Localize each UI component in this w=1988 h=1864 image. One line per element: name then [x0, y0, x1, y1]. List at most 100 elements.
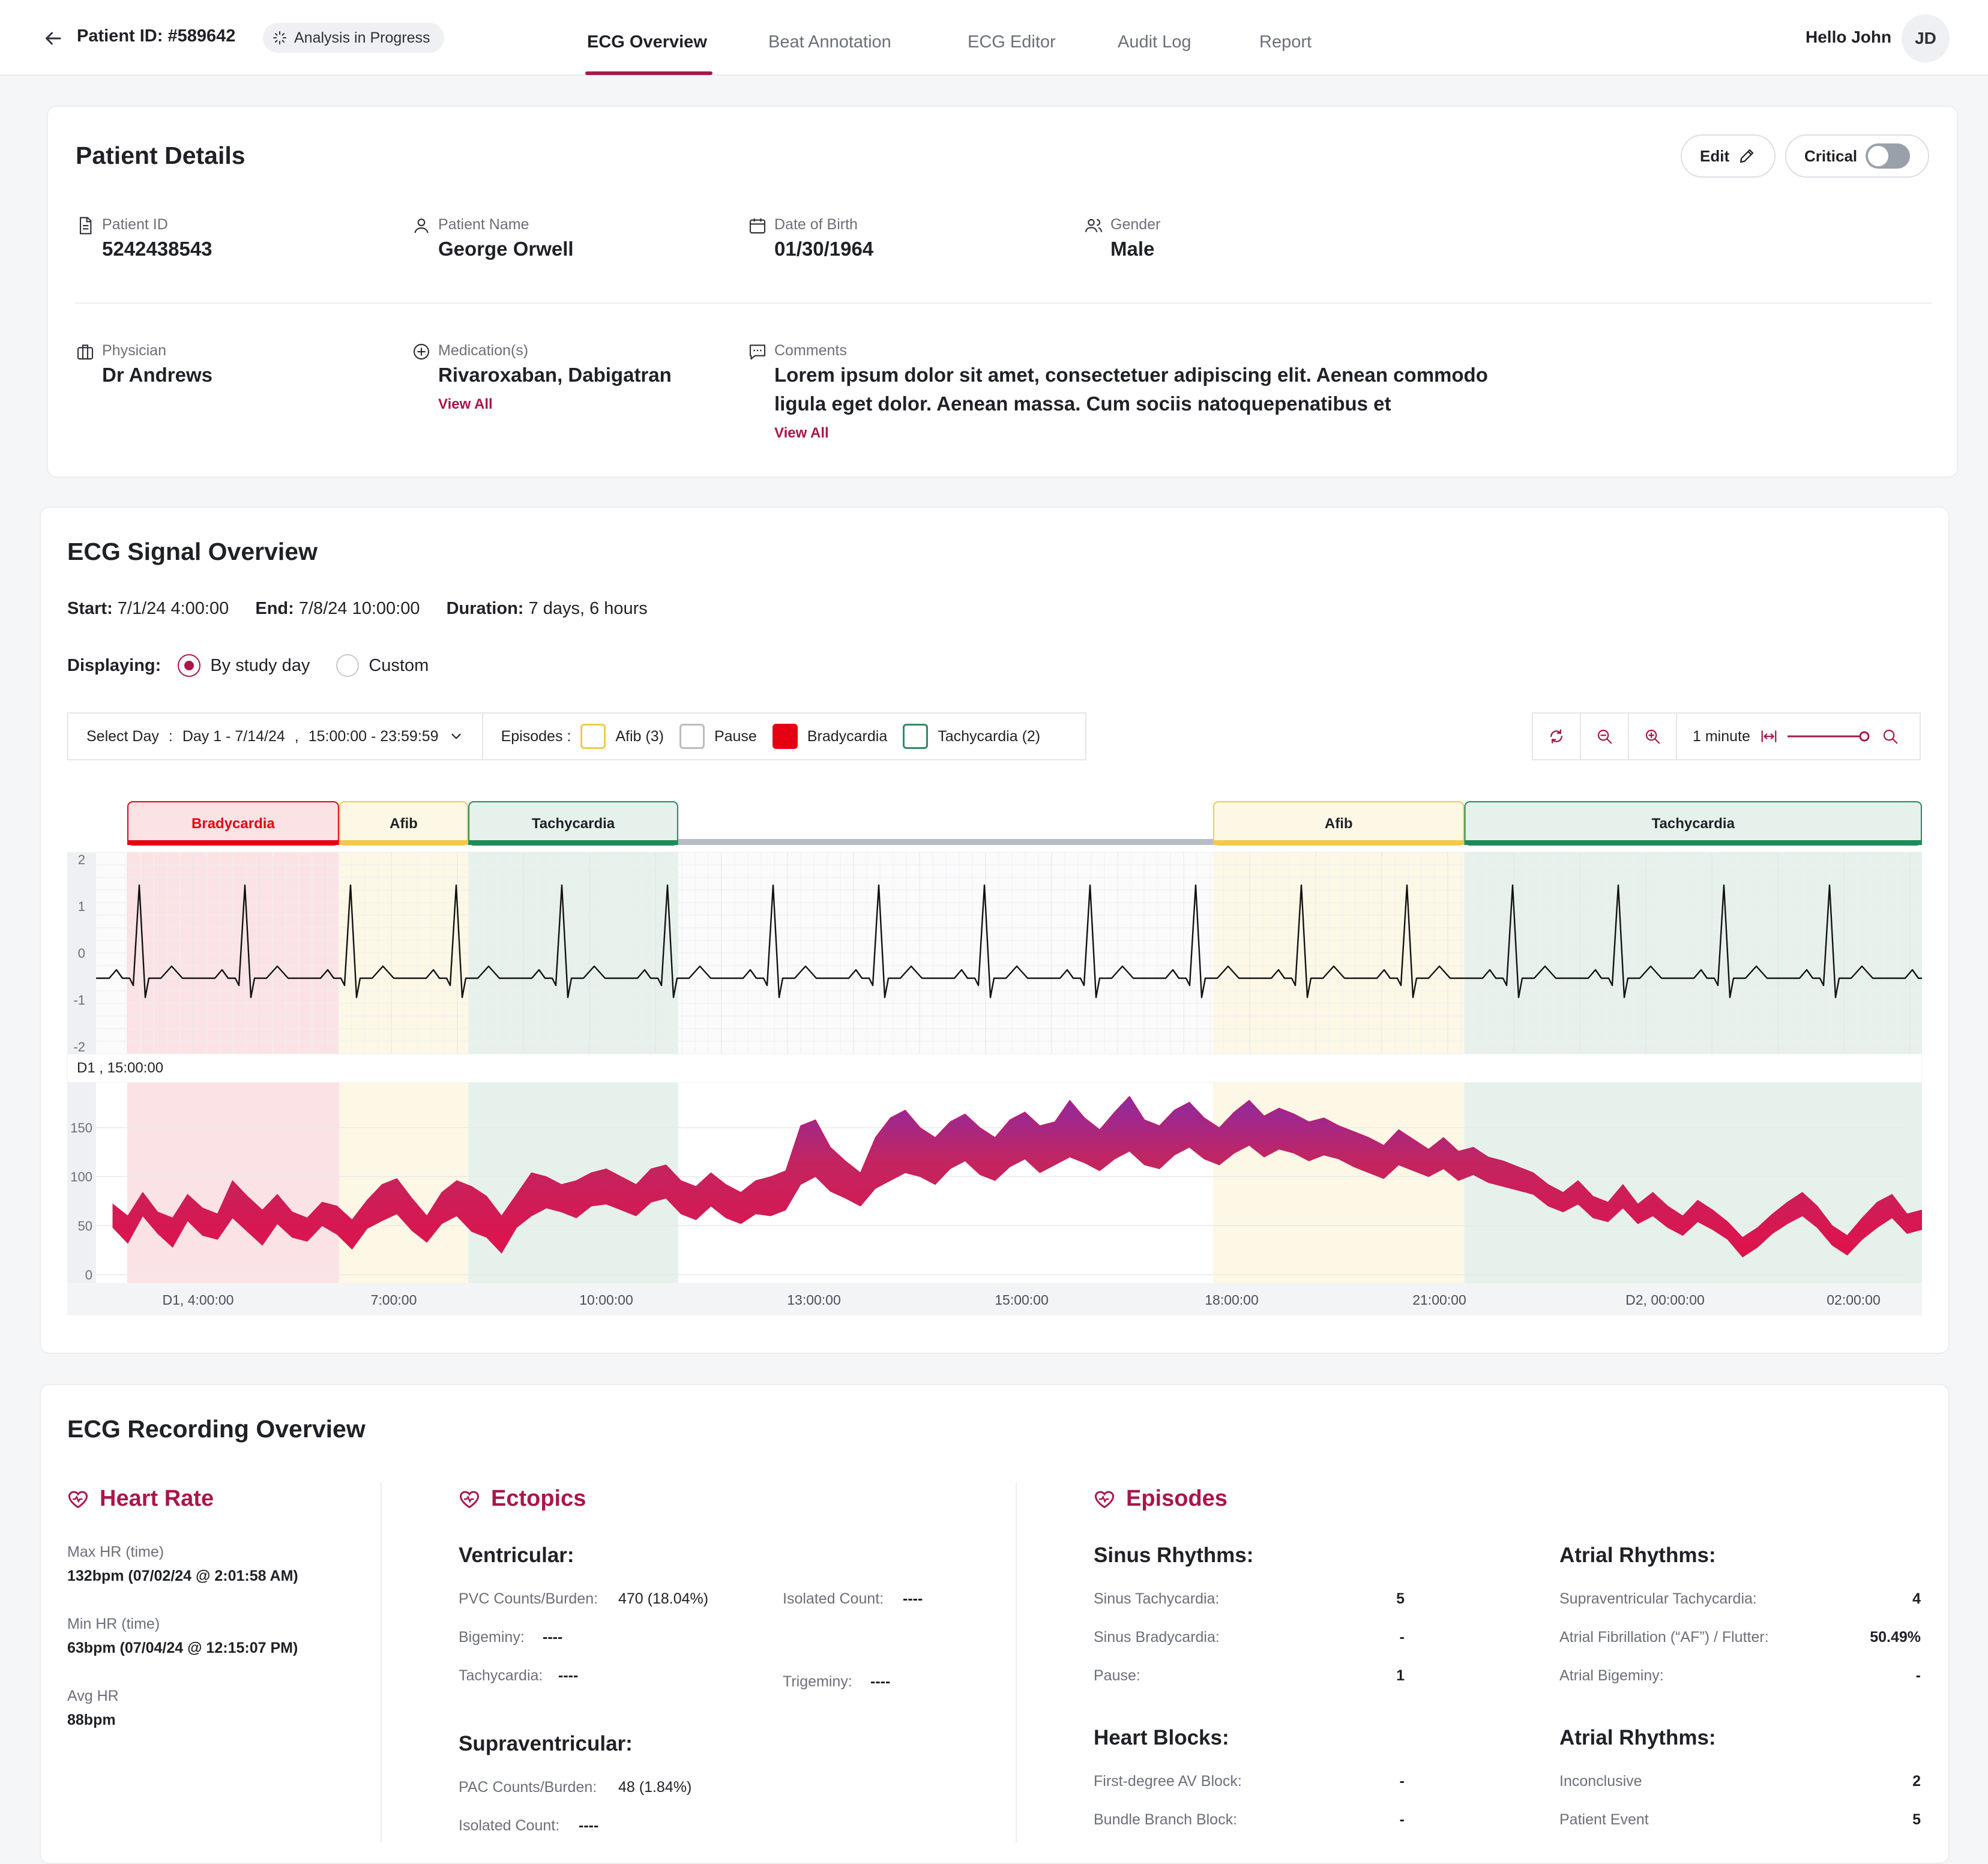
- heart-pulse-icon: [1094, 1490, 1115, 1508]
- start-value: 7/1/24 4:00:00: [117, 599, 229, 618]
- trigeminy-value: ----: [870, 1673, 891, 1690]
- back-arrow-icon[interactable]: [42, 28, 64, 49]
- zoom-scale-label: 1 minute: [1693, 727, 1750, 745]
- refresh-icon: [1550, 729, 1562, 744]
- hr-y-tick-label: 150: [70, 1120, 92, 1135]
- pac-value: 48 (1.84%): [618, 1779, 692, 1796]
- separator-comma: ,: [294, 727, 299, 745]
- tab-ecg-editor[interactable]: ECG Editor: [968, 32, 1056, 52]
- isolated-value: ----: [903, 1590, 923, 1607]
- comments-label: Comments: [774, 342, 847, 359]
- ecg-trace-line: [96, 884, 1922, 999]
- tab-audit-log[interactable]: Audit Log: [1118, 32, 1191, 52]
- tab-ecg-overview[interactable]: ECG Overview: [587, 32, 707, 52]
- hr-y-tick-label: 0: [85, 1267, 92, 1282]
- select-day-label: Select Day: [86, 727, 159, 745]
- tachycardia-label: Tachycardia:: [459, 1667, 543, 1684]
- isolated-label: Isolated Count:: [783, 1590, 884, 1607]
- tachycardia-legend-label: Tachycardia (2): [938, 727, 1041, 745]
- episode-header-bar-afib: [339, 840, 469, 845]
- episodes-heading: Episodes: [1094, 1486, 1227, 1512]
- hr-x-tick-label: 02:00:00: [1827, 1292, 1881, 1308]
- separator-colon: :: [168, 727, 173, 745]
- zoom-out-icon: [1597, 729, 1612, 744]
- trigeminy-label: Trigeminy:: [783, 1673, 852, 1690]
- end-label: End:: [255, 599, 294, 618]
- episode-header-bar-afib: [1212, 840, 1465, 845]
- search-icon[interactable]: [1881, 727, 1899, 745]
- hr-x-tick-label: 13:00:00: [787, 1292, 841, 1308]
- comments-view-all-link[interactable]: View All: [774, 425, 829, 441]
- by-study-day-label[interactable]: By study day: [210, 655, 310, 675]
- column-divider-2: [1016, 1482, 1017, 1842]
- ectopics-heading-text: Ectopics: [491, 1486, 586, 1511]
- day-selector[interactable]: Select Day : Day 1 - 7/14/24 , 15:00:00 …: [68, 714, 483, 759]
- bradycardia-legend-label: Bradycardia: [807, 727, 888, 745]
- dob-label: Date of Birth: [774, 216, 858, 233]
- zoom-out-button[interactable]: [1581, 714, 1629, 759]
- episodes-label: Episodes :: [501, 727, 571, 745]
- hr-x-tick-label: D1, 4:00:00: [163, 1292, 234, 1308]
- sv-isolated-value: ----: [579, 1817, 599, 1834]
- episode-label-tachy: Tachycardia: [1652, 816, 1735, 832]
- patient-event-label: Patient Event: [1559, 1811, 1649, 1828]
- comments-line-2: ligula eget dolor. Aenean massa. Cum soc…: [774, 392, 1391, 415]
- edit-button[interactable]: Edit: [1681, 134, 1776, 178]
- bradycardia-legend-swatch[interactable]: [772, 724, 798, 749]
- ecg-y-tick-label: 0: [78, 946, 85, 961]
- chart-tools-bar: 1 minute: [1532, 712, 1921, 760]
- max-hr-label: Max HR (time): [67, 1544, 164, 1560]
- tab-beat-annotation[interactable]: Beat Annotation: [768, 32, 891, 52]
- tab-report[interactable]: Report: [1259, 32, 1312, 52]
- active-tab-indicator: [585, 71, 712, 75]
- svt-label: Supraventricular Tachycardia:: [1559, 1590, 1757, 1607]
- bigeminy-value: ----: [543, 1629, 563, 1646]
- end-value: 7/8/24 10:00:00: [298, 599, 420, 618]
- physician-value: Dr Andrews: [102, 364, 212, 386]
- ecg-y-axis-band: [67, 852, 96, 1054]
- heart-rate-heading-text: Heart Rate: [100, 1486, 214, 1511]
- status-text: Analysis in Progress: [294, 29, 430, 46]
- episode-header-bar-tachy: [468, 840, 678, 845]
- hr-x-tick-label: 7:00:00: [371, 1292, 417, 1308]
- zoom-slider[interactable]: [1787, 727, 1872, 745]
- bundle-branch-label: Bundle Branch Block:: [1094, 1811, 1238, 1828]
- ecg-chart-area[interactable]: Bradycardia Afib Tachycardia Afib Tachycardi…: [67, 798, 1922, 1315]
- briefcase-icon: [77, 344, 94, 360]
- atrial-bigeminy-value: -: [1915, 1667, 1921, 1684]
- critical-label: Critical: [1804, 146, 1858, 165]
- medications-label: Medication(s): [438, 342, 529, 359]
- critical-toggle-button[interactable]: Critical: [1785, 134, 1929, 178]
- reset-view-button[interactable]: [1533, 714, 1581, 759]
- avg-hr-label: Avg HR: [67, 1688, 119, 1704]
- heart-rate-band-area: [112, 1095, 1922, 1258]
- by-study-day-radio[interactable]: [178, 654, 201, 677]
- patient-event-value: 5: [1912, 1811, 1921, 1828]
- custom-label[interactable]: Custom: [369, 655, 429, 675]
- critical-toggle[interactable]: [1866, 143, 1910, 169]
- tachycardia-value: ----: [558, 1667, 579, 1684]
- episode-label-afib: Afib: [390, 816, 418, 832]
- tachycardia-legend-swatch[interactable]: [903, 724, 929, 749]
- gender-label: Gender: [1110, 216, 1161, 233]
- user-avatar[interactable]: JD: [1902, 14, 1950, 62]
- document-icon: [79, 217, 92, 235]
- zoom-in-button[interactable]: [1629, 714, 1677, 759]
- medication-icon: [413, 343, 430, 360]
- dob-value: 01/30/1964: [774, 238, 874, 260]
- atrial-bigeminy-label: Atrial Bigeminy:: [1559, 1667, 1664, 1684]
- ventricular-heading: Ventricular:: [459, 1544, 574, 1567]
- first-degree-av-label: First-degree AV Block:: [1094, 1773, 1242, 1790]
- afib-legend-swatch[interactable]: [580, 724, 606, 749]
- custom-radio[interactable]: [336, 654, 360, 677]
- patient-details-title: Patient Details: [76, 142, 245, 169]
- pac-label: PAC Counts/Burden:: [459, 1779, 597, 1796]
- pause-legend-swatch[interactable]: [679, 724, 705, 749]
- episode-header-bar-brady: [127, 840, 339, 845]
- comments-line-1: Lorem ipsum dolor sit amet, consectetuer…: [774, 364, 1488, 386]
- episode-label-tachy: Tachycardia: [532, 816, 615, 832]
- patient-id-label: Patient ID: [102, 216, 168, 233]
- medications-view-all-link[interactable]: View All: [438, 396, 493, 412]
- afib-legend-label: Afib (3): [615, 727, 664, 745]
- patient-details-card: [47, 106, 1958, 478]
